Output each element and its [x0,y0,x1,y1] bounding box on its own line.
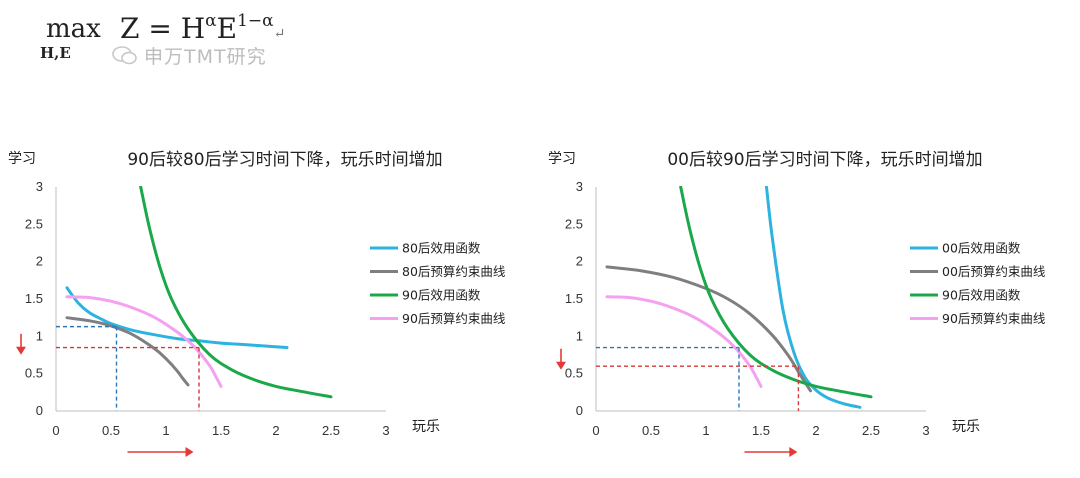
y-tick-label: 1.5 [565,291,583,306]
legend-label: 90后预算约束曲线 [942,311,1046,326]
y-tick-label: 2 [576,254,583,269]
series-line-1 [65,286,289,349]
legend-label: 90后预算约束曲线 [402,311,506,326]
formula-max: max [46,14,101,44]
x-tick-label: 2.5 [322,423,340,438]
x-tick-label: 1.5 [752,423,770,438]
x-tick-label: 2 [812,423,819,438]
x-tick-label: 0 [592,423,599,438]
legend-label: 80后预算约束曲线 [402,264,506,279]
x-tick-label: 3 [382,423,389,438]
legend-label: 00后预算约束曲线 [942,264,1046,279]
y-tick-label: 0.5 [25,366,43,381]
legend-label: 90后效用函数 [402,288,481,303]
y-tick-label: 3 [36,179,43,194]
watermark: 申万TMT研究 [112,42,267,69]
x-tick-label: 0.5 [102,423,120,438]
y-axis-title: 学习 [548,151,576,167]
series-line-2 [65,316,190,387]
x-axis-title: 玩乐 [412,419,440,435]
chart-90-vs-00: 00后较90后学习时间下降，玩乐时间增加 0 0.5 1 1.5 2 2.5 3 0 0.5 1 1.… [540,140,1060,470]
formula-exp-one-minus-alpha: 1−α [237,10,274,31]
x-tick-label: 1 [162,423,169,438]
y-tick-label: 1 [36,328,43,343]
y-tick-label: 0 [576,403,583,418]
series-line-4 [605,295,763,388]
right-arrow-head-icon [789,447,798,457]
right-arrow-head-icon [185,447,194,457]
down-arrow-head-icon [556,361,566,370]
x-tick-label: 1 [702,423,709,438]
chart-left-svg: 90后较80后学习时间下降，玩乐时间增加 0 0.5 1 1.5 2 2.5 3 0 0.5 1 1.… [8,150,506,457]
chart-80-vs-90: 90后较80后学习时间下降，玩乐时间增加 0 0.5 1 1.5 2 2.5 3 0 0.5 1 1.… [0,140,520,470]
x-tick-label: 3 [922,423,929,438]
down-arrow-head-icon [16,346,26,355]
chart-title: 00后较90后学习时间下降，玩乐时间增加 [667,150,982,170]
x-tick-label: 0 [52,423,59,438]
wechat-icon [112,46,137,65]
legend-label: 00后效用函数 [942,241,1021,256]
y-tick-label: 2.5 [565,216,583,231]
formula-e: E [216,12,238,45]
y-tick-label: 2 [36,254,43,269]
legend-label: 90后效用函数 [942,288,1021,303]
y-axis-title: 学习 [8,151,36,167]
series-line-3 [139,186,333,399]
formula-lhs: Z = H [120,12,206,45]
y-tick-label: 1 [576,328,583,343]
x-tick-label: 2.5 [862,423,880,438]
utility-formula: max H,E Z = HαE1−α↵ [40,6,300,66]
y-tick-label: 1.5 [25,291,43,306]
watermark-text: 申万TMT研究 [144,46,267,68]
y-tick-label: 0 [36,403,43,418]
x-axis-title: 玩乐 [952,419,980,435]
formula-exp-alpha: α [205,10,217,31]
chart-title: 90后较80后学习时间下降，玩乐时间增加 [127,150,442,170]
formula-subscript: H,E [40,44,71,62]
series-line-3 [679,186,873,399]
return-mark: ↵ [273,26,286,42]
series-line-4 [65,295,223,388]
y-tick-label: 2.5 [25,216,43,231]
x-tick-label: 2 [272,423,279,438]
y-tick-label: 3 [576,179,583,194]
x-tick-label: 1.5 [212,423,230,438]
x-tick-label: 0.5 [642,423,660,438]
formula-expression: Z = HαE1−α↵ [120,10,286,45]
y-tick-label: 0.5 [565,366,583,381]
chart-right-svg: 00后较90后学习时间下降，玩乐时间增加 0 0.5 1 1.5 2 2.5 3 0 0.5 1 1.… [548,150,1046,457]
legend-label: 80后效用函数 [402,241,481,256]
series-line-2 [605,265,812,393]
